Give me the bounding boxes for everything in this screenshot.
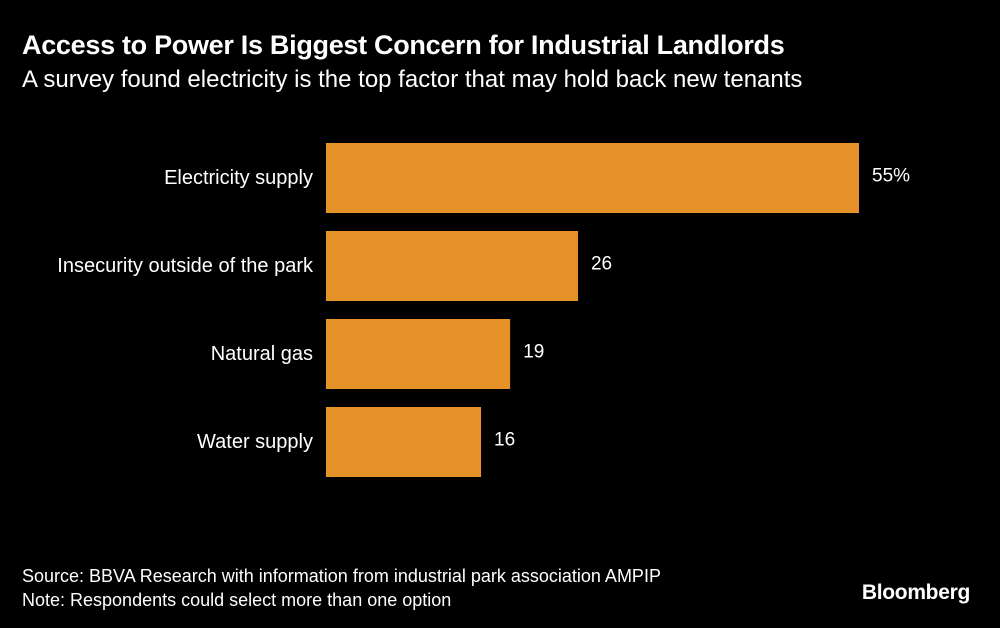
category-label-3: Water supply [197,431,313,453]
value-label-0: 55% [872,166,910,187]
bloomberg-logo: Bloomberg [861,581,970,604]
source-note: Source: BBVA Research with information f… [22,566,661,586]
value-label-1: 26 [591,254,612,275]
value-label-2: 19 [523,342,544,363]
bar-1 [326,231,578,301]
category-label-0: Electricity supply [164,167,313,189]
chart-subtitle: A survey found electricity is the top fa… [22,66,803,93]
chart-title: Access to Power Is Biggest Concern for I… [22,30,785,60]
category-label-2: Natural gas [211,343,313,365]
bar-3 [326,407,482,477]
bar-0 [326,143,859,213]
category-label-1: Insecurity outside of the park [57,255,314,277]
footnote: Note: Respondents could select more than… [22,590,452,610]
value-label-3: 16 [494,430,515,451]
bar-2 [326,319,511,389]
bars-layer: Electricity supply 55% Insecurity outside … [57,143,910,477]
